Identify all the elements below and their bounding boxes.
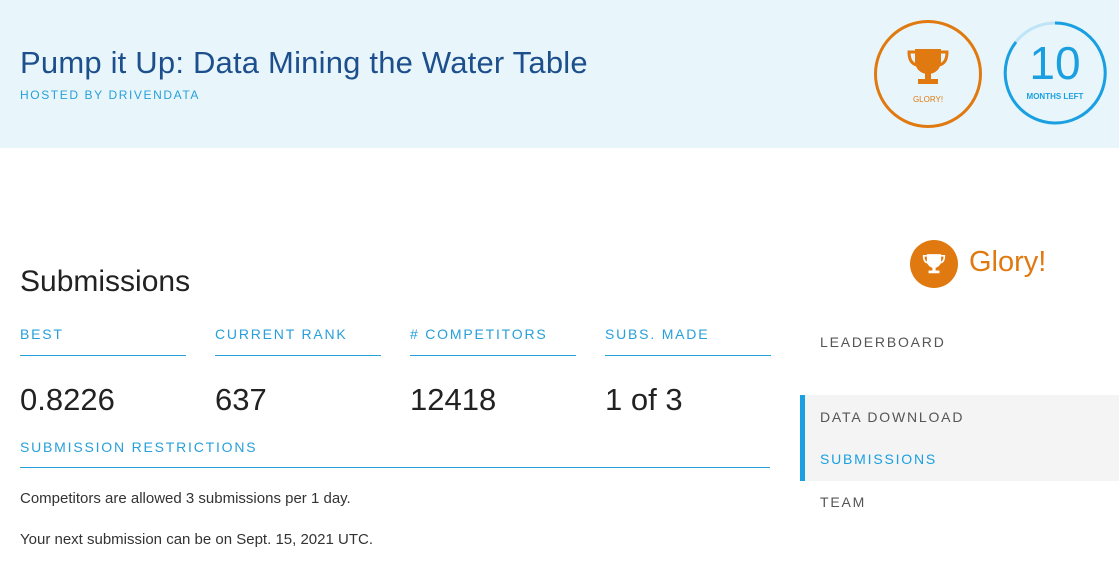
stat-subs-made: SUBS. MADE 1 of 3 [605, 326, 771, 418]
stat-label: SUBS. MADE [605, 326, 771, 356]
restriction-next-text: Your next submission can be on Sept. 15,… [20, 531, 373, 548]
hosted-by-label[interactable]: HOSTED BY DRIVENDATA [20, 88, 201, 102]
prize-badge: GLORY! [874, 20, 982, 128]
stat-value: 637 [215, 382, 267, 417]
prize-text: Glory! [969, 246, 1047, 278]
competition-title[interactable]: Pump it Up: Data Mining the Water Table [20, 45, 588, 80]
submissions-heading: Submissions [20, 265, 191, 298]
trophy-icon [910, 240, 958, 288]
stat-current-rank: CURRENT RANK 637 [215, 326, 381, 418]
competition-header: Pump it Up: Data Mining the Water Table … [0, 0, 1119, 148]
trophy-icon [907, 49, 949, 84]
nav-leaderboard[interactable]: LEADERBOARD [820, 334, 946, 350]
stat-best: BEST 0.8226 [20, 326, 186, 418]
stat-value: 12418 [410, 382, 497, 417]
restriction-rate-text: Competitors are allowed 3 submissions pe… [20, 490, 351, 507]
submission-restrictions-label: SUBMISSION RESTRICTIONS [20, 439, 770, 468]
stat-value: 0.8226 [20, 382, 115, 417]
nav-data-group [800, 395, 1119, 481]
stat-label: CURRENT RANK [215, 326, 381, 356]
nav-data-download[interactable]: DATA DOWNLOAD [820, 409, 965, 425]
stat-label: # COMPETITORS [410, 326, 576, 356]
nav-team[interactable]: TEAM [820, 494, 867, 510]
stat-value: 1 of 3 [605, 382, 683, 417]
time-left-number: 10 [1029, 37, 1081, 89]
stat-label: BEST [20, 326, 186, 356]
trophy-icon-glyph [922, 254, 946, 274]
time-left-ring [1003, 21, 1107, 125]
prize-badge-label: GLORY! [912, 95, 944, 104]
time-left-unit: MONTHS LEFT [1026, 92, 1084, 101]
nav-submissions[interactable]: SUBMISSIONS [820, 451, 938, 467]
time-left-badge: 10 MONTHS LEFT [1002, 20, 1108, 126]
stat-competitors: # COMPETITORS 12418 [410, 326, 576, 418]
